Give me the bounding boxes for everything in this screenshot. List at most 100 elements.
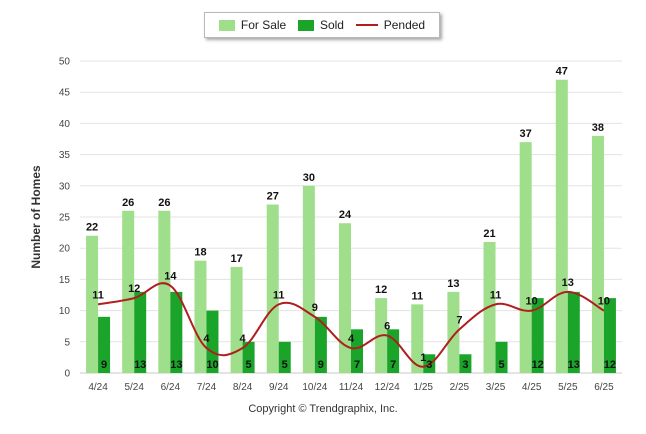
- bar-sold: [170, 291, 183, 373]
- x-tick-label: 6/24: [161, 382, 181, 393]
- x-tick-label: 10/24: [302, 382, 327, 393]
- data-label-sold: 9: [318, 359, 324, 371]
- y-tick-label: 5: [64, 337, 70, 348]
- bar-for-sale: [447, 291, 460, 373]
- data-label-for-sale: 24: [339, 209, 352, 221]
- legend-item-sold[interactable]: Sold: [297, 18, 344, 32]
- legend-swatch-for-sale: [218, 19, 235, 31]
- data-label-sold: 9: [101, 359, 107, 371]
- y-tick-label: 15: [59, 275, 71, 286]
- bar-sold: [459, 354, 472, 373]
- x-tick-label: 3/25: [486, 382, 506, 393]
- chart-legend: For Sale Sold Pended: [204, 12, 440, 38]
- data-label-for-sale: 22: [86, 222, 98, 234]
- bar-for-sale: [194, 260, 207, 373]
- bar-for-sale: [86, 235, 99, 373]
- y-tick-label: 40: [59, 119, 71, 130]
- data-label-pended: 7: [456, 314, 462, 326]
- bar-sold: [242, 341, 255, 373]
- data-label-sold: 5: [498, 359, 504, 371]
- data-label-pended: 4: [348, 333, 355, 345]
- legend-item-pended[interactable]: Pended: [355, 18, 426, 32]
- data-label-for-sale: 17: [230, 253, 242, 265]
- y-tick-label: 25: [59, 213, 71, 224]
- data-label-pended: 10: [526, 296, 538, 308]
- x-tick-label: 6/25: [594, 382, 614, 393]
- data-label-pended: 14: [164, 271, 177, 283]
- legend-swatch-sold: [297, 19, 314, 31]
- bar-for-sale: [555, 79, 568, 373]
- x-tick-label: 8/24: [233, 382, 253, 393]
- data-label-sold: 7: [354, 359, 360, 371]
- data-label-pended: 12: [128, 283, 140, 295]
- data-label-for-sale: 12: [375, 284, 387, 296]
- bar-sold: [314, 316, 327, 373]
- bar-sold: [351, 329, 363, 373]
- data-label-sold: 3: [462, 359, 468, 371]
- data-label-pended: 11: [92, 289, 104, 301]
- data-label-pended: 1: [420, 352, 426, 364]
- bar-sold: [603, 298, 616, 373]
- x-tick-label: 12/24: [375, 382, 400, 393]
- data-label-for-sale: 26: [158, 197, 170, 209]
- data-label-for-sale: 21: [483, 228, 495, 240]
- data-label-pended: 4: [203, 333, 210, 345]
- legend-item-for-sale[interactable]: For Sale: [218, 18, 287, 32]
- bar-sold: [206, 310, 219, 373]
- data-label-pended: 11: [490, 289, 502, 301]
- bar-for-sale: [591, 135, 604, 373]
- data-label-pended: 10: [598, 296, 610, 308]
- y-tick-label: 50: [59, 57, 71, 68]
- y-tick-label: 0: [64, 369, 70, 380]
- data-label-for-sale: 47: [556, 66, 568, 78]
- data-label-pended: 11: [273, 289, 285, 301]
- data-label-pended: 4: [240, 333, 247, 345]
- x-tick-label: 4/25: [522, 382, 542, 393]
- data-label-pended: 9: [312, 302, 318, 314]
- x-tick-label: 5/24: [124, 382, 144, 393]
- bar-sold: [531, 298, 544, 373]
- copyright-text: Copyright © Trendgraphix, Inc.: [248, 403, 398, 415]
- data-label-for-sale: 30: [303, 172, 315, 184]
- data-label-pended: 6: [384, 321, 390, 333]
- data-label-pended: 13: [562, 277, 574, 289]
- y-tick-label: 30: [59, 181, 71, 192]
- bar-for-sale: [411, 304, 424, 373]
- bar-for-sale: [339, 223, 351, 373]
- bar-for-sale: [302, 185, 315, 373]
- data-label-for-sale: 27: [267, 191, 279, 203]
- bar-sold: [278, 341, 291, 373]
- data-label-for-sale: 13: [447, 278, 459, 290]
- data-label-for-sale: 38: [592, 122, 604, 134]
- y-tick-label: 10: [59, 306, 71, 317]
- bar-for-sale: [266, 204, 279, 373]
- bar-for-sale: [122, 210, 135, 373]
- data-label-sold: 5: [246, 359, 252, 371]
- x-tick-label: 11/24: [339, 382, 364, 393]
- data-label-for-sale: 26: [122, 197, 134, 209]
- bar-sold: [567, 291, 580, 373]
- bar-for-sale: [158, 210, 171, 373]
- data-label-sold: 13: [134, 359, 146, 371]
- legend-label-pended: Pended: [383, 18, 426, 32]
- y-tick-label: 20: [59, 244, 71, 255]
- bar-sold: [495, 341, 508, 373]
- x-tick-label: 4/24: [88, 382, 108, 393]
- legend-label-for-sale: For Sale: [240, 18, 287, 32]
- legend-label-sold: Sold: [319, 18, 344, 32]
- data-label-sold: 7: [390, 359, 396, 371]
- x-tick-label: 9/24: [269, 382, 289, 393]
- bar-for-sale: [230, 266, 243, 373]
- y-tick-label: 35: [59, 150, 71, 161]
- y-tick-label: 45: [59, 88, 71, 99]
- x-tick-label: 5/25: [558, 382, 578, 393]
- x-tick-label: 7/24: [197, 382, 217, 393]
- data-label-sold: 12: [532, 359, 544, 371]
- y-axis-title: Number of Homes: [29, 165, 43, 269]
- data-label-sold: 13: [568, 359, 580, 371]
- data-label-sold: 10: [206, 359, 218, 371]
- data-label-for-sale: 18: [194, 247, 206, 259]
- bar-for-sale: [519, 142, 532, 373]
- data-label-sold: 12: [604, 359, 616, 371]
